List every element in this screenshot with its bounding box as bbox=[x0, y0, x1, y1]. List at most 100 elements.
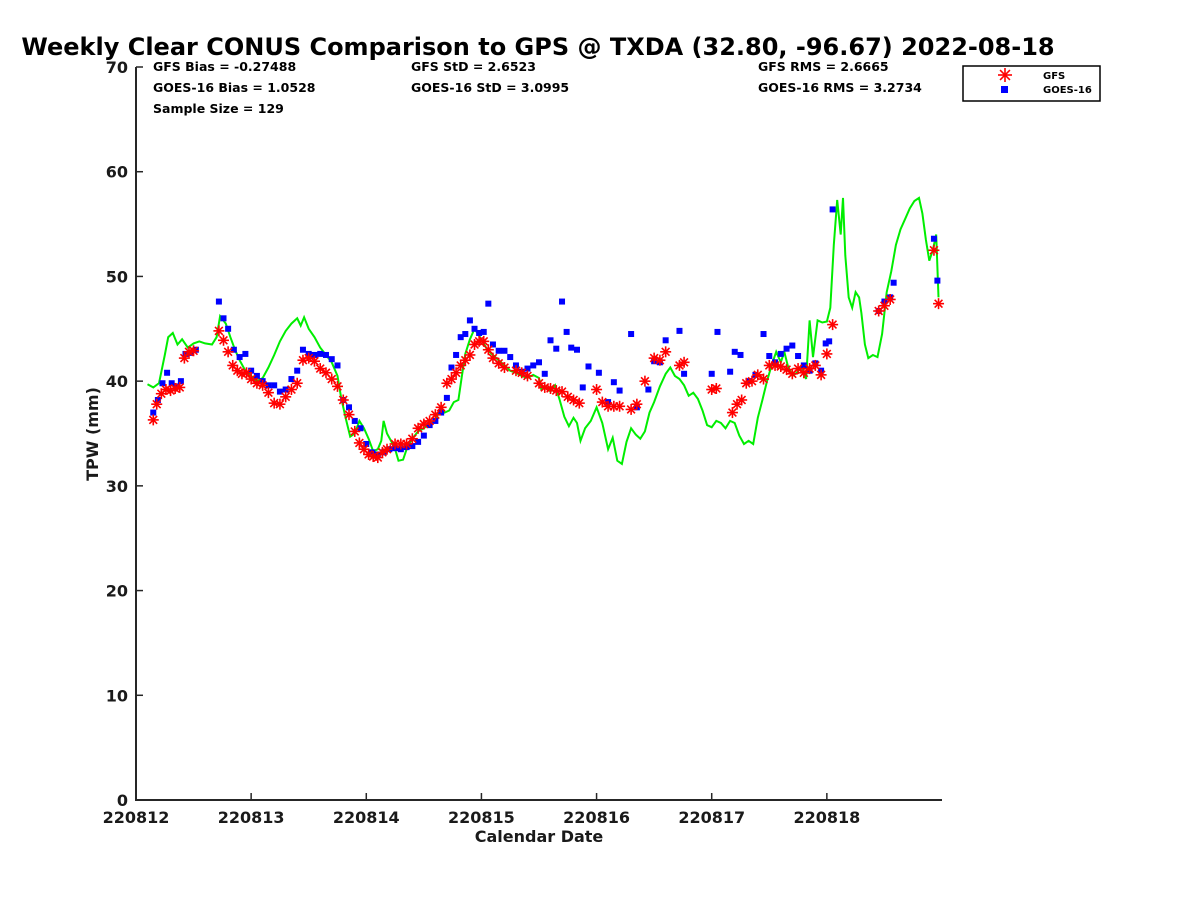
goes-point bbox=[288, 376, 295, 383]
gfs-point bbox=[222, 346, 234, 358]
goes-point bbox=[294, 367, 301, 374]
y-tick-label: 10 bbox=[106, 686, 128, 705]
goes-point bbox=[253, 372, 260, 379]
goes-point bbox=[559, 298, 566, 305]
legend-goes-label: GOES-16 bbox=[1043, 85, 1092, 96]
goes-rms-text: GOES-16 RMS = 3.2734 bbox=[758, 80, 922, 95]
goes-point bbox=[322, 351, 329, 358]
gfs-point bbox=[809, 359, 821, 371]
goes-point bbox=[453, 351, 460, 358]
gfs-point bbox=[174, 381, 186, 393]
gfs-point bbox=[798, 367, 810, 379]
goes-point bbox=[789, 342, 796, 349]
legend-goes-marker bbox=[1001, 86, 1008, 93]
gps-series-line bbox=[147, 196, 940, 466]
gfs-point bbox=[933, 298, 945, 310]
gfs-point bbox=[821, 348, 833, 360]
y-tick-label: 20 bbox=[106, 582, 128, 601]
gfs-point bbox=[678, 356, 690, 368]
goes-point bbox=[708, 370, 715, 377]
goes-point bbox=[676, 327, 683, 334]
goes-point bbox=[501, 347, 508, 354]
goes-point bbox=[476, 329, 483, 336]
goes-point bbox=[727, 368, 734, 375]
gfs-point bbox=[274, 398, 286, 410]
goes-point bbox=[369, 449, 376, 456]
gfs-point bbox=[639, 375, 651, 387]
goes-point bbox=[568, 344, 575, 351]
goes-point bbox=[150, 409, 157, 416]
goes-point bbox=[829, 206, 836, 213]
goes-point bbox=[485, 300, 492, 307]
gfs-point bbox=[241, 367, 253, 379]
gfs-point bbox=[435, 401, 447, 413]
goes-point bbox=[346, 404, 353, 411]
goes-point bbox=[610, 379, 617, 386]
gfs-point bbox=[591, 384, 603, 396]
gfs-point bbox=[827, 319, 839, 331]
goes-point bbox=[420, 432, 427, 439]
gfs-bias-text: GFS Bias = -0.27488 bbox=[153, 59, 296, 74]
goes-point bbox=[737, 351, 744, 358]
goes-point bbox=[507, 354, 514, 361]
gfs-point bbox=[445, 373, 457, 385]
goes-point bbox=[462, 331, 469, 338]
x-tick-label: 220813 bbox=[218, 808, 285, 827]
goes-point bbox=[553, 345, 560, 352]
goes-point bbox=[536, 359, 542, 366]
goes-point bbox=[471, 325, 478, 332]
y-tick-label: 50 bbox=[106, 267, 128, 286]
x-tick-label: 220814 bbox=[333, 808, 400, 827]
legend: GFS GOES-16 bbox=[962, 65, 1101, 102]
goes-point bbox=[795, 353, 802, 360]
goes-point bbox=[466, 317, 473, 324]
gfs-point bbox=[314, 363, 326, 375]
goes-point bbox=[192, 346, 199, 353]
gfs-std-text: GFS StD = 2.6523 bbox=[411, 59, 536, 74]
gfs-point bbox=[752, 369, 764, 381]
legend-gfs-label: GFS bbox=[1043, 71, 1065, 82]
gfs-point bbox=[815, 369, 827, 381]
y-tick-label: 0 bbox=[117, 791, 128, 810]
goes-point bbox=[541, 370, 548, 377]
goes-point bbox=[731, 348, 738, 355]
goes-point bbox=[579, 384, 586, 391]
gfs-point bbox=[478, 335, 490, 347]
goes-point bbox=[777, 350, 784, 357]
goes-point bbox=[168, 380, 175, 387]
x-tick-label: 220812 bbox=[103, 808, 170, 827]
goes-point bbox=[154, 396, 161, 403]
goes-point bbox=[351, 417, 358, 424]
goes-point bbox=[714, 328, 721, 335]
gfs-point bbox=[726, 407, 738, 419]
goes-point bbox=[563, 328, 570, 335]
goes-bias-text: GOES-16 Bias = 1.0528 bbox=[153, 80, 315, 95]
gfs-point bbox=[381, 443, 393, 455]
gfs-point bbox=[308, 355, 320, 367]
goes-point bbox=[248, 367, 255, 374]
goes-point bbox=[934, 277, 941, 284]
goes-point bbox=[159, 380, 166, 387]
legend-gfs-asterisk bbox=[998, 68, 1012, 82]
gfs-point bbox=[928, 244, 940, 256]
goes-point bbox=[480, 328, 487, 335]
chart-title: Weekly Clear CONUS Comparison to GPS @ T… bbox=[21, 33, 1054, 61]
gfs-point bbox=[464, 349, 476, 361]
goes-point bbox=[177, 378, 184, 385]
goes-point bbox=[662, 337, 669, 344]
x-tick-label: 220815 bbox=[448, 808, 515, 827]
goes-point bbox=[547, 337, 554, 344]
goes-point bbox=[215, 298, 222, 305]
gfs-point bbox=[412, 422, 424, 434]
goes-point bbox=[822, 340, 829, 347]
gfs-point bbox=[493, 357, 505, 369]
gfs-point bbox=[245, 373, 257, 385]
goes-point bbox=[443, 394, 450, 401]
gfs-point bbox=[614, 400, 626, 412]
gfs-point bbox=[337, 394, 349, 406]
goes-point bbox=[242, 350, 249, 357]
sample-size-text: Sample Size = 129 bbox=[153, 101, 284, 116]
goes-point bbox=[236, 354, 243, 361]
gfs-point bbox=[758, 373, 770, 385]
